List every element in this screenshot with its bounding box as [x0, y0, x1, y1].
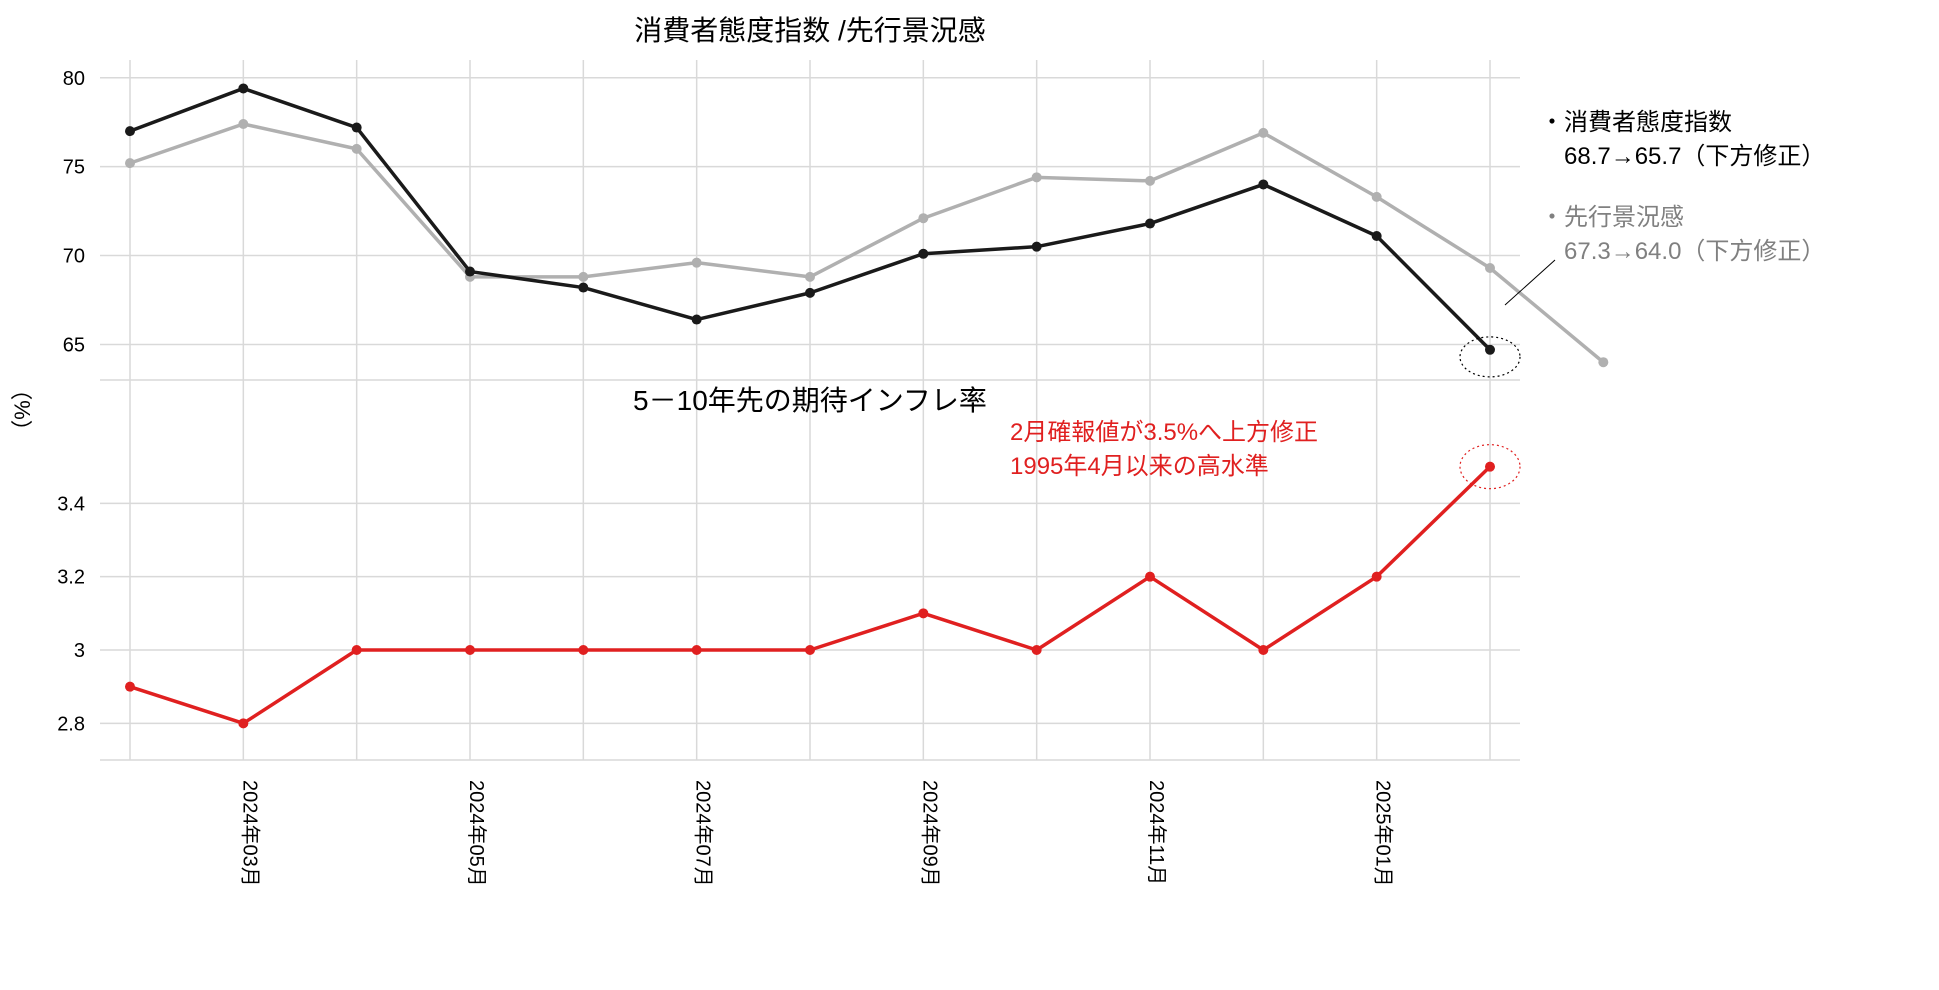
series-marker	[1485, 462, 1495, 472]
series-marker	[918, 213, 928, 223]
series-marker	[692, 315, 702, 325]
series-marker	[692, 258, 702, 268]
annotation-text: 1995年4月以来の高水準	[1010, 453, 1269, 480]
series-marker	[918, 249, 928, 259]
series-marker	[805, 645, 815, 655]
y-tick-label: 2.8	[57, 713, 85, 735]
y-tick-label: 3	[74, 640, 85, 662]
series-marker	[805, 288, 815, 298]
y-tick-label: 70	[63, 246, 85, 268]
series-marker	[465, 645, 475, 655]
x-tick-label: 2024年03月	[238, 780, 261, 887]
series-marker	[238, 718, 248, 728]
series-marker	[1372, 192, 1382, 202]
y-axis-title: （%）	[10, 378, 35, 442]
series-marker	[125, 158, 135, 168]
series-marker	[1485, 345, 1495, 355]
series-marker	[1258, 128, 1268, 138]
leader-line	[1505, 260, 1555, 305]
series-marker	[578, 272, 588, 282]
y-tick-label: 3.4	[57, 493, 85, 515]
x-tick-label: 2024年11月	[1145, 780, 1168, 885]
series-marker	[1145, 176, 1155, 186]
series-marker	[125, 126, 135, 136]
series-marker	[918, 608, 928, 618]
series-marker	[352, 123, 362, 133]
annotation-text: ・消費者態度指数	[1540, 109, 1732, 136]
series-marker	[1145, 572, 1155, 582]
series-marker	[238, 119, 248, 129]
series-marker	[125, 682, 135, 692]
chart-container: 65 70 75 80 消費者態度指数 /先行景況感・消費者態度指数 68.7→65.7…	[0, 0, 1939, 990]
annotation-text: 2月確報値が3.5%へ上方修正	[1010, 419, 1318, 446]
series-marker	[238, 83, 248, 93]
series-marker	[692, 645, 702, 655]
y-tick-label: 65	[63, 334, 85, 356]
series-marker	[1032, 172, 1042, 182]
series-marker	[578, 645, 588, 655]
x-tick-label: 2024年05月	[465, 780, 488, 887]
chart-svg: 65 70 75 80 消費者態度指数 /先行景況感・消費者態度指数 68.7→65.7…	[0, 0, 1939, 990]
y-tick-label: 80	[63, 68, 85, 90]
annotation-text: 68.7→65.7（下方修正）	[1540, 143, 1825, 170]
series-marker	[1145, 219, 1155, 229]
series-marker	[805, 272, 815, 282]
chart-title: 5－10年先の期待インフレ率	[633, 385, 987, 416]
series-marker	[1598, 357, 1608, 367]
series-marker	[1258, 645, 1268, 655]
annotation-text: 67.3→64.0（下方修正）	[1540, 238, 1825, 265]
series-marker	[1032, 645, 1042, 655]
series-marker	[352, 144, 362, 154]
y-tick-label: 75	[63, 157, 85, 179]
series-marker	[1032, 242, 1042, 252]
series-marker	[1372, 572, 1382, 582]
series-marker	[352, 645, 362, 655]
series-marker	[1258, 179, 1268, 189]
series-marker	[1485, 263, 1495, 273]
series-marker	[578, 283, 588, 293]
annotation-text: ・先行景況感	[1540, 204, 1684, 231]
y-tick-label: 3.2	[57, 567, 85, 589]
x-tick-label: 2024年07月	[692, 780, 715, 887]
series-marker	[1372, 231, 1382, 241]
chart-title: 消費者態度指数 /先行景況感	[634, 15, 986, 46]
x-tick-label: 2025年01月	[1372, 780, 1395, 887]
series-marker	[465, 267, 475, 277]
x-tick-label: 2024年09月	[918, 780, 941, 887]
